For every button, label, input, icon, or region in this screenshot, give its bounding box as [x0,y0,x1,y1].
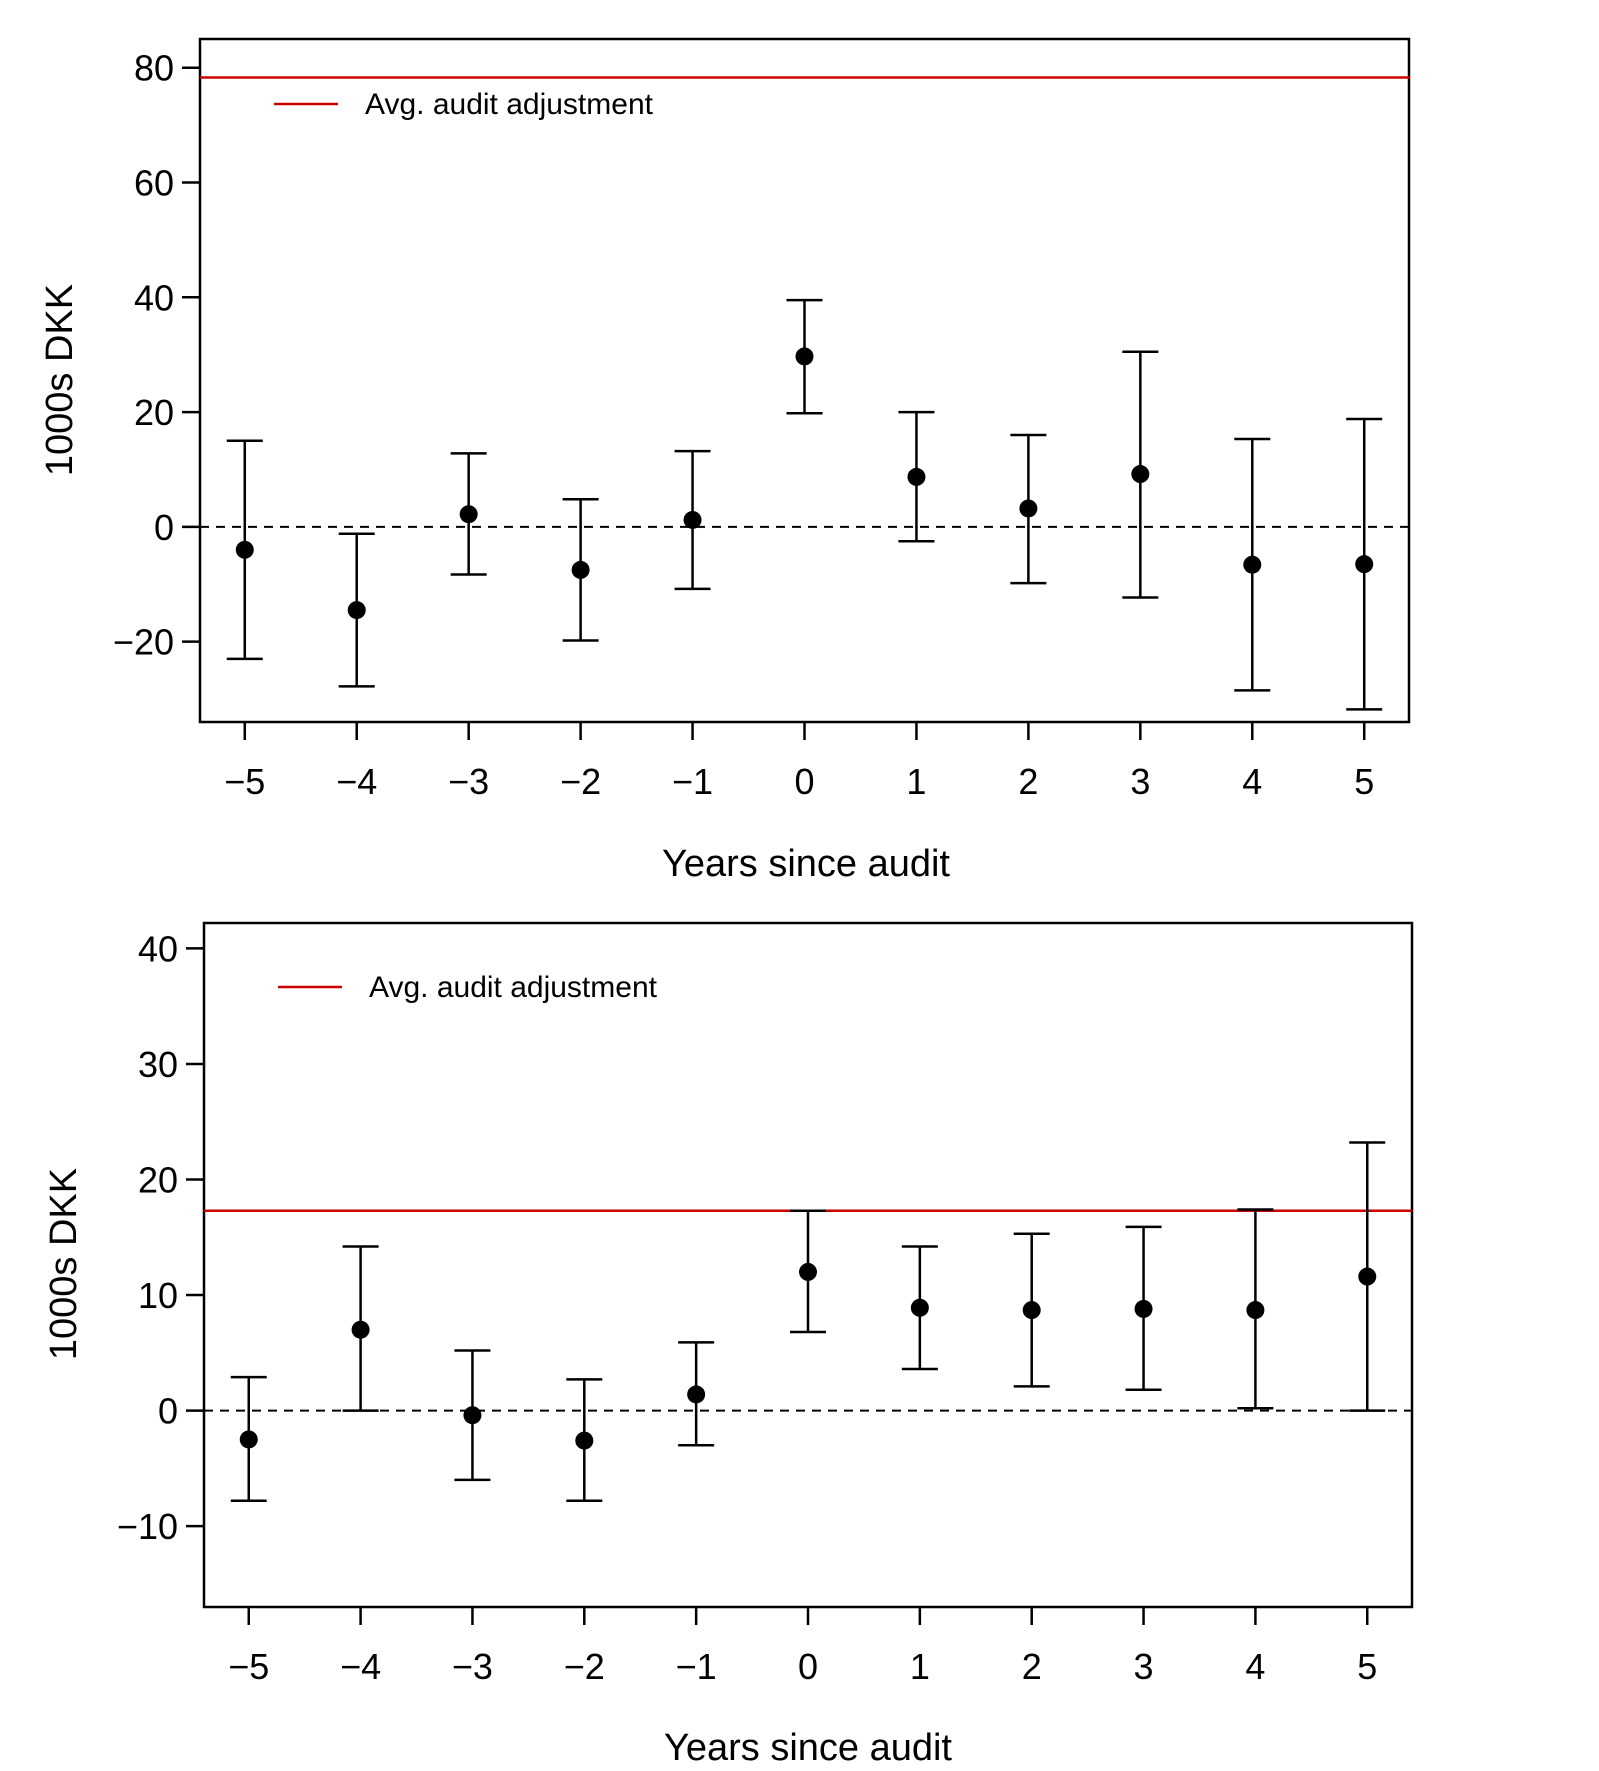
y-tick-label: 60 [134,162,174,203]
legend: Avg. audit adjustment [274,88,654,121]
data-point [1355,555,1374,574]
x-tick-label: 1 [906,761,926,802]
x-axis-title: Years since audit [662,843,950,885]
reference-lines [200,76,1409,528]
data-point [347,601,366,620]
x-tick-label: 1 [910,1646,930,1687]
data-point [1243,555,1262,574]
x-tick-label: −4 [336,761,377,802]
data-point [1246,1301,1265,1320]
data-point [351,1320,370,1339]
y-tick-label: −20 [113,622,174,663]
legend-label: Avg. audit adjustment [369,971,658,1004]
y-axis-ticks: −10 0 10 20 30 40 [117,928,204,1547]
data-point [459,505,478,524]
y-tick-label: 80 [134,48,174,89]
x-tick-label: 5 [1354,761,1374,802]
data-point [795,347,814,366]
x-tick-label: −5 [228,1646,269,1687]
data-point [239,1430,258,1449]
y-axis-title: 1000s DKK [43,1168,85,1360]
data-point [1131,465,1150,484]
x-tick-label: −1 [672,761,713,802]
y-tick-label: 20 [134,392,174,433]
x-tick-label: 3 [1134,1646,1154,1687]
data-point [463,1406,482,1425]
data-point [575,1431,594,1450]
data-point [910,1298,929,1317]
error-bars [226,298,1383,711]
y-tick-label: 10 [138,1275,178,1316]
y-axis-ticks: −20 0 20 40 60 80 [113,48,200,663]
x-axis-ticks: −5 −4 −3 −2 −1 0 1 2 3 4 5 [224,722,1374,802]
data-point [1134,1299,1153,1318]
x-tick-label: 2 [1022,1646,1042,1687]
data-point [907,467,926,486]
x-tick-label: −3 [452,1646,493,1687]
data-point [799,1262,817,1281]
x-tick-label: 4 [1242,761,1262,802]
x-tick-label: −5 [224,761,265,802]
x-tick-label: 5 [1357,1646,1377,1687]
x-axis-title: Years since audit [664,1727,952,1769]
y-tick-label: −10 [117,1506,178,1547]
x-tick-label: −2 [560,761,601,802]
data-points [235,347,1374,620]
y-axis-title: 1000s DKK [39,284,81,476]
x-tick-label: −3 [448,761,489,802]
legend: Avg. audit adjustment [278,971,658,1004]
y-tick-label: 0 [158,1391,178,1432]
y-tick-label: 0 [154,507,174,548]
chart-panel-top: −20 0 20 40 60 80 −5 −4 −3 −2 −1 0 1 2 3 4 5 Avg. audit… [39,37,1411,885]
y-tick-label: 20 [138,1160,178,1201]
x-tick-label: 2 [1018,761,1038,802]
x-tick-label: 0 [798,1646,818,1687]
y-tick-label: 40 [134,277,174,318]
data-point [683,510,702,529]
x-tick-label: 3 [1130,761,1150,802]
x-tick-label: −2 [564,1646,605,1687]
data-point [1019,499,1038,518]
y-tick-label: 30 [138,1044,178,1085]
data-points [239,1262,1377,1450]
x-tick-label: −1 [676,1646,717,1687]
data-point [1022,1301,1041,1320]
data-point [235,540,254,559]
x-tick-label: −4 [340,1646,381,1687]
data-point [571,560,590,579]
x-axis-ticks: −5 −4 −3 −2 −1 0 1 2 3 4 5 [228,1607,1377,1687]
legend-label: Avg. audit adjustment [365,88,654,121]
x-tick-label: 4 [1245,1646,1265,1687]
x-tick-label: 0 [794,761,814,802]
error-bars [230,1141,1386,1502]
data-point [687,1385,706,1404]
y-tick-label: 40 [138,928,178,969]
data-point [1358,1267,1377,1286]
